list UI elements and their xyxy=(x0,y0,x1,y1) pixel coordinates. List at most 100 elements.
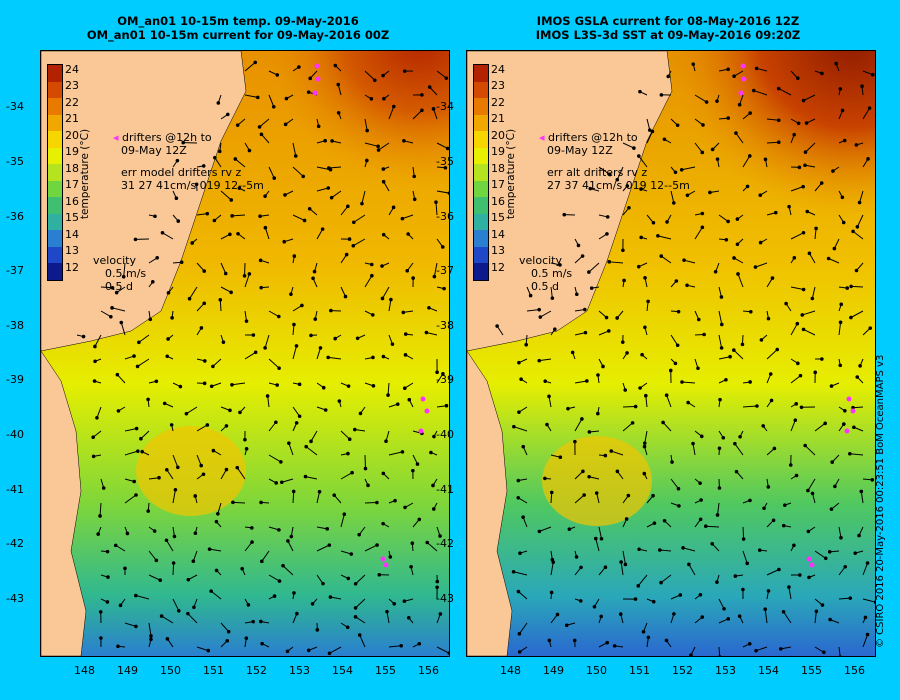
current-arrow-head xyxy=(664,638,669,643)
current-arrow-head xyxy=(154,558,159,563)
current-arrow-head xyxy=(412,174,417,179)
current-arrow-head xyxy=(96,532,100,536)
current-arrow xyxy=(718,310,723,325)
current-arrow-head xyxy=(237,186,242,190)
current-arrow-head xyxy=(311,276,315,281)
current-arrow xyxy=(288,442,294,456)
current-arrow-head xyxy=(289,534,294,539)
current-arrow-head xyxy=(429,450,433,455)
current-arrow-head xyxy=(201,164,206,168)
current-arrow-head xyxy=(845,286,850,290)
cb-tick: 14 xyxy=(491,228,505,241)
current-arrow-head xyxy=(644,393,648,398)
y-tick: -43 xyxy=(6,592,24,605)
current-arrow-head xyxy=(330,139,334,143)
current-arrow-head xyxy=(355,336,360,341)
right-coast-lower xyxy=(467,350,513,656)
colorbar-swatch xyxy=(48,213,62,231)
current-arrow-head xyxy=(763,607,767,612)
current-arrow-head xyxy=(381,471,386,476)
current-arrow-head xyxy=(794,402,798,406)
current-arrow xyxy=(598,526,603,539)
current-arrow-head xyxy=(357,532,361,537)
current-arrow xyxy=(616,166,624,180)
current-arrow-head xyxy=(240,566,244,571)
current-arrow-head xyxy=(748,380,752,384)
current-arrow-head xyxy=(377,572,382,577)
current-arrow-head xyxy=(798,373,803,378)
current-arrow-head xyxy=(283,193,287,197)
current-arrow-head xyxy=(391,205,396,210)
y-tick: -36 xyxy=(436,210,454,223)
current-arrow-head xyxy=(370,273,374,278)
current-arrow xyxy=(622,142,635,149)
current-arrow-head xyxy=(806,529,811,534)
current-arrow-head xyxy=(759,338,764,342)
current-arrow-head xyxy=(792,543,796,548)
current-arrow-head xyxy=(839,302,844,307)
current-arrow xyxy=(292,491,295,504)
current-arrow-head xyxy=(174,196,179,201)
cb-tick: 22 xyxy=(491,96,505,109)
current-arrow-head xyxy=(371,355,375,360)
current-arrow-head xyxy=(333,63,338,68)
current-arrow-head xyxy=(792,256,797,260)
current-arrow-head xyxy=(386,393,390,397)
current-arrow-head xyxy=(865,561,870,565)
current-arrow-head xyxy=(178,384,183,389)
current-arrow-head xyxy=(758,240,763,245)
current-arrow-head xyxy=(795,321,800,326)
current-arrow-head xyxy=(346,384,351,388)
current-arrow-head xyxy=(807,251,812,256)
current-arrow xyxy=(805,142,816,153)
current-arrow-head xyxy=(615,469,620,474)
current-arrow-head xyxy=(381,179,386,184)
current-arrow xyxy=(220,622,230,633)
velocity-legend: velocity 0.5 m/s 0.5 d xyxy=(519,254,572,293)
current-arrow-head xyxy=(804,121,809,125)
current-arrow-head xyxy=(517,410,521,414)
current-arrow-head xyxy=(417,641,422,646)
current-arrow-head xyxy=(225,112,230,117)
current-arrow-head xyxy=(604,315,609,320)
current-arrow xyxy=(828,258,840,264)
current-arrow-head xyxy=(516,495,521,500)
current-arrow-head xyxy=(166,291,171,295)
current-arrow xyxy=(210,590,222,600)
x-tick: 156 xyxy=(844,664,865,677)
current-arrow-head xyxy=(136,449,140,453)
current-arrow-head xyxy=(201,472,206,477)
current-arrow xyxy=(292,345,297,360)
current-arrow xyxy=(681,166,696,171)
x-tick: 154 xyxy=(758,664,779,677)
current-arrow-head xyxy=(192,605,196,610)
current-arrow-head xyxy=(342,512,347,516)
current-arrow-head xyxy=(679,167,684,172)
current-arrow xyxy=(386,611,390,624)
current-arrow-head xyxy=(543,476,547,481)
current-arrow-head xyxy=(186,577,191,582)
current-arrow-head xyxy=(676,486,681,491)
current-arrow-head xyxy=(259,619,263,624)
current-arrow-head xyxy=(110,285,115,290)
current-arrow-head xyxy=(638,89,642,94)
current-arrow-head xyxy=(656,234,660,238)
colorbar-swatch xyxy=(48,164,62,181)
colorbar-swatch xyxy=(48,98,62,115)
current-arrow xyxy=(244,94,258,98)
current-arrow-head xyxy=(728,354,732,359)
current-arrow xyxy=(364,544,378,552)
current-arrow xyxy=(388,299,392,312)
current-arrow-head xyxy=(537,529,542,534)
current-arrow xyxy=(660,255,672,264)
current-arrow-head xyxy=(517,650,522,654)
current-arrow-head xyxy=(545,422,549,427)
current-arrow-head xyxy=(848,596,853,600)
current-arrow-head xyxy=(820,71,824,76)
colorbar-ticks: 24 23 22 21 20 19 18 17 16 15 14 13 12 xyxy=(491,64,521,279)
current-arrow-head xyxy=(717,446,722,451)
current-arrow-head xyxy=(272,594,277,598)
current-arrow xyxy=(212,358,222,367)
current-arrow xyxy=(856,214,864,228)
current-arrow-head xyxy=(205,423,210,427)
